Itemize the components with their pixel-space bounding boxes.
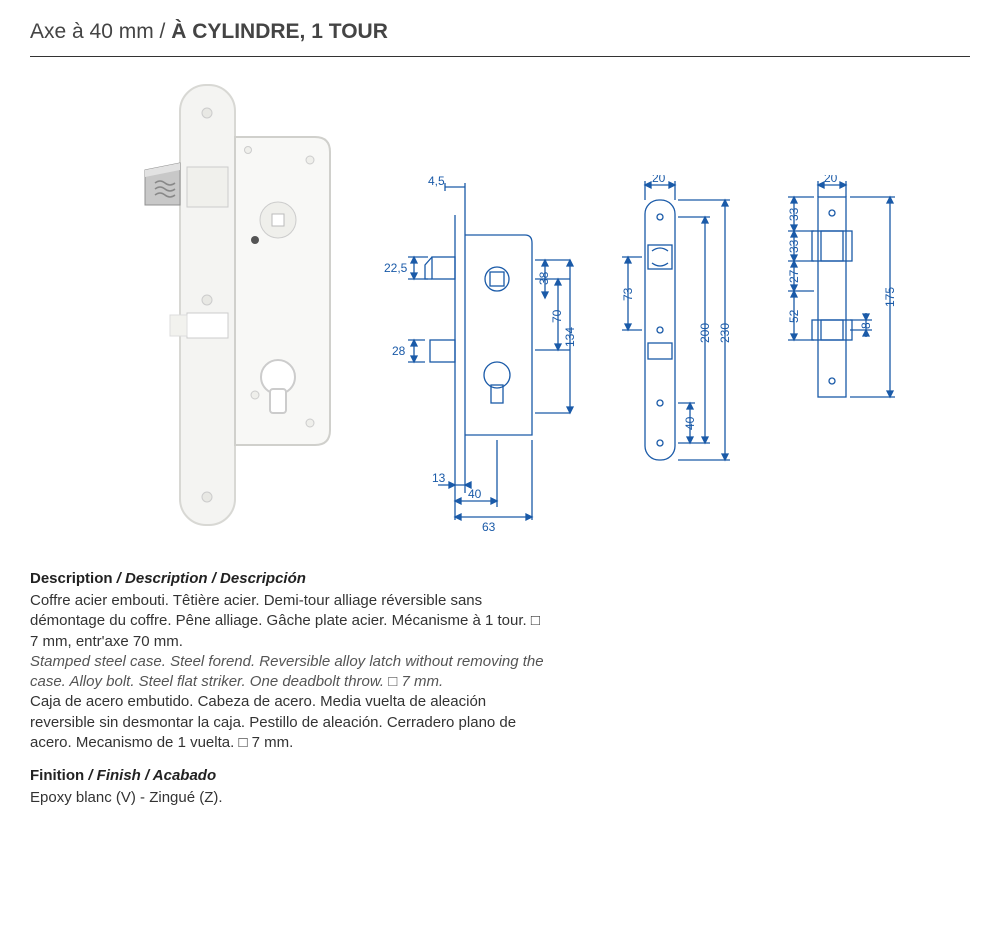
- dim-label: 8: [859, 322, 873, 329]
- finish-heading: Finition / Finish / Acabado: [30, 767, 550, 784]
- description-section: Description / Description / Descripción …: [30, 570, 550, 808]
- dim-label: 230: [718, 323, 732, 343]
- desc-heading-en: / Description /: [113, 570, 221, 587]
- finish-body: Epoxy blanc (V) - Zingué (Z).: [30, 788, 550, 808]
- dim-label: 175: [883, 287, 897, 307]
- dim-label: 73: [621, 287, 635, 301]
- product-image: [30, 75, 340, 535]
- description-heading: Description / Description / Descripción: [30, 570, 550, 587]
- dim-label: 40: [683, 416, 697, 430]
- dim-label: 33: [787, 239, 801, 253]
- diagram-lock-case: 4,5 22,5 28 13 40 63 38 70 134: [370, 175, 590, 540]
- title-part2: À CYLINDRE, 1 TOUR: [171, 20, 388, 43]
- dim-label: 70: [550, 309, 564, 323]
- dim-label: 22,5: [384, 261, 408, 275]
- dim-label: 33: [787, 207, 801, 221]
- finish-heading-fr: Finition: [30, 767, 84, 784]
- dim-label: 4,5: [428, 175, 445, 188]
- dim-label: 52: [787, 309, 801, 323]
- diagram-faceplate: 20 73 40 200 230: [610, 175, 760, 500]
- dim-label: 20: [824, 175, 838, 185]
- desc-es: Caja de acero embutido. Cabeza de acero.…: [30, 692, 550, 753]
- description-body: Coffre acier embouti. Têtière acier. Dem…: [30, 591, 550, 753]
- finish-heading-es: Acabado: [153, 767, 216, 784]
- desc-en: Stamped steel case. Steel forend. Revers…: [30, 652, 550, 693]
- desc-fr: Coffre acier embouti. Têtière acier. Dem…: [30, 591, 550, 652]
- dim-label: 63: [482, 520, 496, 534]
- finish-heading-en: / Finish /: [84, 767, 153, 784]
- finish-line: Epoxy blanc (V) - Zingué (Z).: [30, 788, 550, 808]
- desc-heading-es: Descripción: [220, 570, 306, 587]
- desc-heading-fr: Description: [30, 570, 113, 587]
- technical-diagrams: 4,5 22,5 28 13 40 63 38 70 134: [370, 75, 970, 540]
- dim-label: 38: [537, 271, 551, 285]
- dim-label: 20: [652, 175, 666, 185]
- content-row: 4,5 22,5 28 13 40 63 38 70 134: [30, 75, 970, 540]
- dim-label: 27: [787, 269, 801, 283]
- dim-label: 134: [563, 327, 577, 347]
- page-title: Axe à 40 mm / À CYLINDRE, 1 TOUR: [30, 20, 970, 57]
- dim-label: 40: [468, 487, 482, 501]
- title-part1: Axe à 40 mm /: [30, 20, 171, 43]
- dim-label: 13: [432, 471, 446, 485]
- dim-label: 200: [698, 323, 712, 343]
- dim-label: 28: [392, 344, 406, 358]
- diagram-striker: 20 33 33 27 52 8 175: [780, 175, 920, 450]
